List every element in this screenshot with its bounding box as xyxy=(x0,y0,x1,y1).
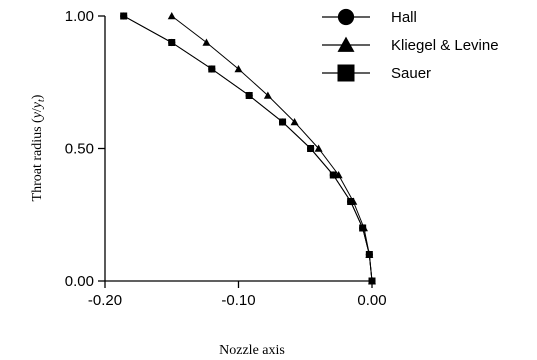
y-tick-label: 0.50 xyxy=(65,141,94,158)
data-point xyxy=(167,12,176,20)
legend: Hall Kliegel & Levine Sauer xyxy=(322,8,499,82)
legend-item: Kliegel & Levine xyxy=(322,36,499,54)
y-axis-title: Throat radius (y/yt) xyxy=(30,94,47,201)
legend-label: Hall xyxy=(391,9,417,26)
series-square xyxy=(120,12,376,285)
legend-item: Hall xyxy=(322,8,417,26)
x-tick-label: -0.10 xyxy=(221,292,255,309)
y-tick-label: 1.00 xyxy=(65,8,94,25)
data-point xyxy=(168,39,176,46)
data-point xyxy=(307,145,315,152)
data-point xyxy=(245,92,253,99)
x-axis-title: Nozzle axis xyxy=(219,343,285,358)
data-point xyxy=(234,65,243,73)
legend-marker xyxy=(337,36,355,52)
data-point xyxy=(290,118,299,126)
legend-marker xyxy=(337,64,355,82)
series-triangle xyxy=(167,12,376,285)
data-point xyxy=(359,224,367,232)
x-tick-label: 0.00 xyxy=(357,292,386,309)
data-point xyxy=(202,38,211,46)
x-tick-label: -0.20 xyxy=(88,292,122,309)
data-point xyxy=(208,65,216,73)
data-point xyxy=(314,144,323,152)
data-point xyxy=(263,91,272,99)
series-line xyxy=(123,15,373,282)
data-point xyxy=(329,171,337,179)
data-point xyxy=(347,198,355,205)
legend-marker xyxy=(337,8,355,26)
legend-item: Sauer xyxy=(322,64,431,82)
data-point xyxy=(279,118,287,126)
legend-label: Sauer xyxy=(391,65,431,82)
series-line xyxy=(171,15,373,282)
axes xyxy=(104,16,372,282)
data-point xyxy=(120,12,128,20)
data-point xyxy=(365,251,373,258)
series-line xyxy=(123,15,373,282)
data-point xyxy=(368,277,376,285)
ticks: -0.20 -0.10 0.00 0.00 0.50 1.00 xyxy=(65,8,387,309)
series-circle xyxy=(120,12,376,285)
legend-label: Kliegel & Levine xyxy=(391,37,499,54)
y-tick-label: 0.00 xyxy=(65,273,94,290)
series-group xyxy=(120,12,376,285)
